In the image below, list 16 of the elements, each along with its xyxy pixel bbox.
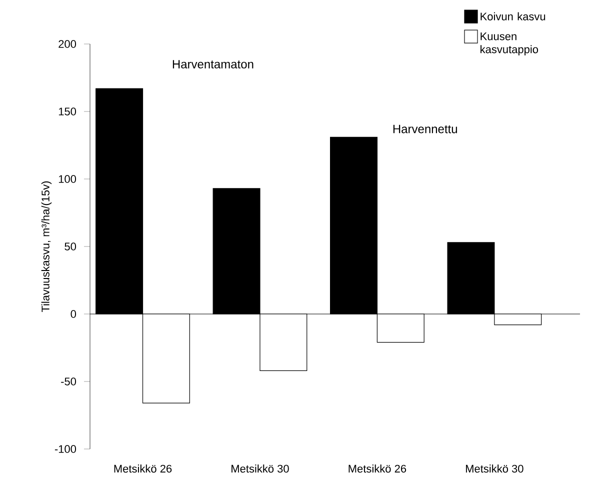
legend-label: Koivun kasvu	[480, 12, 546, 20]
annotation: Harvennettu	[393, 124, 458, 134]
legend-label: Kuusen kasvutappio	[480, 32, 538, 56]
x-tick-label: Metsikkö 30	[232, 464, 289, 473]
y-tick-label: 0	[70, 310, 76, 318]
y-tick-label: -50	[61, 378, 76, 386]
y-tick-label: 100	[58, 175, 76, 183]
annotation: Harventamaton	[172, 60, 254, 68]
y-tick-label: -100	[54, 445, 76, 453]
x-tick-label: Metsikkö 30	[466, 464, 524, 473]
x-tick-label: Metsikkö 26	[114, 464, 172, 473]
y-tick-label: 200	[58, 40, 76, 48]
y-tick-label: 50	[64, 242, 76, 250]
x-tick-label: Metsikkö 26	[348, 464, 406, 473]
y-axis-title: Tilavuuskasvu, m³/ha/(15v)	[41, 181, 52, 312]
y-tick-label: 150	[58, 108, 76, 116]
